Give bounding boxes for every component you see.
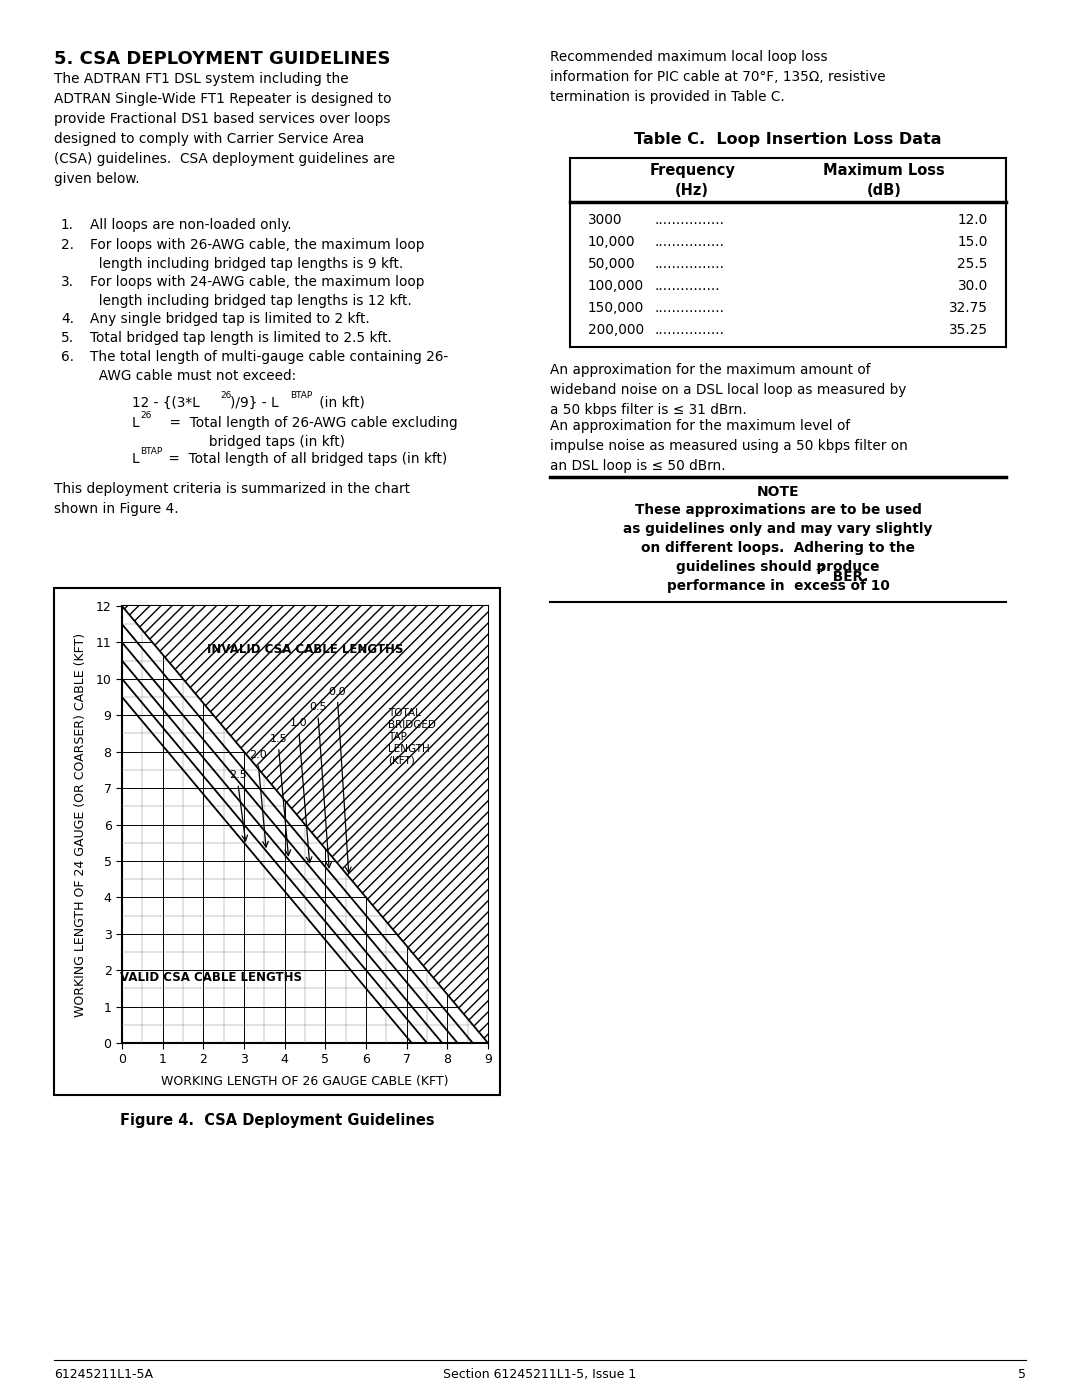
Text: NOTE: NOTE [757,485,799,499]
Text: 200,000: 200,000 [588,323,644,337]
Text: 150,000: 150,000 [588,300,645,314]
Text: 3000: 3000 [588,212,622,226]
Bar [570,158,1005,346]
Text: ................: ................ [654,235,725,249]
Text: Frequency
(Hz): Frequency (Hz) [649,163,735,198]
Text: The ADTRAN FT1 DSL system including the
ADTRAN Single-Wide FT1 Repeater is desig: The ADTRAN FT1 DSL system including the … [54,73,395,186]
Text: BTAP: BTAP [140,447,162,455]
Text: BTAP: BTAP [291,391,312,400]
Text: -7: -7 [816,564,826,574]
Text: INVALID CSA CABLE LENGTHS: INVALID CSA CABLE LENGTHS [206,643,403,657]
Text: 10,000: 10,000 [588,235,635,249]
Text: This deployment criteria is summarized in the chart
shown in Figure 4.: This deployment criteria is summarized i… [54,482,410,515]
Text: ................: ................ [654,323,725,337]
Text: ................: ................ [654,300,725,314]
Text: 3.: 3. [60,275,75,289]
Bar [54,588,500,1095]
Text: 100,000: 100,000 [588,279,644,293]
Text: BER.: BER. [828,570,868,584]
Text: For loops with 26-AWG cable, the maximum loop
  length including bridged tap len: For loops with 26-AWG cable, the maximum… [90,237,424,271]
Text: 0.5: 0.5 [309,703,327,712]
Text: 2.: 2. [60,237,75,251]
Text: (in kft): (in kft) [315,395,365,409]
Text: 1.5: 1.5 [270,733,287,745]
Text: 26: 26 [140,411,151,420]
Text: 32.75: 32.75 [949,300,988,314]
Text: =  Total length of 26-AWG cable excluding
             bridged taps (in kft): = Total length of 26-AWG cable excluding… [152,416,458,448]
Text: =  Total length of all bridged taps (in kft): = Total length of all bridged taps (in k… [164,453,447,467]
Text: 2.5: 2.5 [229,770,246,781]
Text: An approximation for the maximum level of
impulse noise as measured using a 50 k: An approximation for the maximum level o… [550,419,908,474]
Text: Section 61245211L1-5, Issue 1: Section 61245211L1-5, Issue 1 [444,1368,636,1382]
Text: 61245211L1-5A: 61245211L1-5A [54,1368,153,1382]
Text: 26: 26 [220,391,231,400]
Text: 25.5: 25.5 [958,257,988,271]
Text: TOTAL
BRIDGED
TAP
LENGTH
(KFT): TOTAL BRIDGED TAP LENGTH (KFT) [389,708,436,766]
Text: 2.0: 2.0 [249,750,267,760]
Text: All loops are non-loaded only.: All loops are non-loaded only. [90,218,292,232]
Text: 6.: 6. [60,351,75,365]
Text: Any single bridged tap is limited to 2 kft.: Any single bridged tap is limited to 2 k… [90,312,369,326]
Text: 4.: 4. [60,312,75,326]
Text: L: L [132,453,139,467]
Text: 5. CSA DEPLOYMENT GUIDELINES: 5. CSA DEPLOYMENT GUIDELINES [54,50,391,68]
Text: Figure 4.  CSA Deployment Guidelines: Figure 4. CSA Deployment Guidelines [120,1113,434,1127]
Y-axis label: WORKING LENGTH OF 24 GAUGE (OR COARSER) CABLE (KFT): WORKING LENGTH OF 24 GAUGE (OR COARSER) … [75,633,87,1017]
Text: VALID CSA CABLE LENGTHS: VALID CSA CABLE LENGTHS [121,971,302,983]
Text: Table C.  Loop Insertion Loss Data: Table C. Loop Insertion Loss Data [634,131,942,147]
Text: ...............: ............... [654,279,720,293]
Text: These approximations are to be used
as guidelines only and may vary slightly
on : These approximations are to be used as g… [623,503,933,592]
Text: )/9} - L: )/9} - L [230,395,279,409]
Text: 35.25: 35.25 [949,323,988,337]
Text: 5.: 5. [60,331,75,345]
Text: 12 - {(3*L: 12 - {(3*L [132,395,200,409]
Text: Recommended maximum local loop loss
information for PIC cable at 70°F, 135Ω, res: Recommended maximum local loop loss info… [550,50,886,105]
Text: ................: ................ [654,257,725,271]
Text: 1.0: 1.0 [291,718,308,728]
Text: An approximation for the maximum amount of
wideband noise on a DSL local loop as: An approximation for the maximum amount … [550,363,906,418]
Text: ................: ................ [654,212,725,226]
Text: 50,000: 50,000 [588,257,636,271]
X-axis label: WORKING LENGTH OF 26 GAUGE CABLE (KFT): WORKING LENGTH OF 26 GAUGE CABLE (KFT) [161,1074,449,1088]
Text: Total bridged tap length is limited to 2.5 kft.: Total bridged tap length is limited to 2… [90,331,392,345]
Text: 12.0: 12.0 [958,212,988,226]
Text: 30.0: 30.0 [958,279,988,293]
Text: L: L [132,416,139,430]
Text: For loops with 24-AWG cable, the maximum loop
  length including bridged tap len: For loops with 24-AWG cable, the maximum… [90,275,424,307]
Text: The total length of multi-gauge cable containing 26-
  AWG cable must not exceed: The total length of multi-gauge cable co… [90,351,448,383]
Text: Maximum Loss
(dB): Maximum Loss (dB) [823,163,945,198]
Text: 15.0: 15.0 [958,235,988,249]
Text: 1.: 1. [60,218,75,232]
Text: 0.0: 0.0 [328,686,347,697]
Text: 5: 5 [1018,1368,1026,1382]
